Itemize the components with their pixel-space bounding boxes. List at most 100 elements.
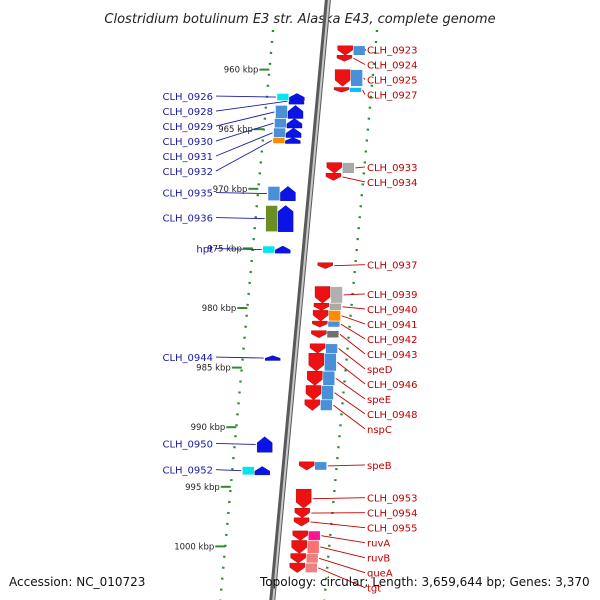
gene-label-clh-0940: CLH_0940 <box>367 305 418 316</box>
leader-line-clh-0942 <box>340 323 366 340</box>
gene-label-clh-0924: CLH_0924 <box>367 61 418 72</box>
cog-block-sped <box>325 343 338 354</box>
scale-ticks: 960 kbp 965 kbp 970 kbp 975 kbp 980 kbp 985 k… <box>174 29 379 600</box>
gene-label-sped: speD <box>367 365 393 376</box>
gene-label-clh-0955: CLH_0955 <box>367 524 418 535</box>
gene-label-nspc: nspC <box>367 425 392 436</box>
leader-line-clh-0930 <box>215 122 274 142</box>
leader-line-clh-0937 <box>334 264 366 267</box>
leader-line-clh-0925 <box>363 77 366 80</box>
cog-block-clh-0926 <box>276 93 290 101</box>
gene-label-clh-0929: CLH_0929 <box>162 122 213 133</box>
leader-line-tgt <box>318 567 366 589</box>
leader-line-clh-0941 <box>341 315 366 325</box>
leader-line-clh-0933 <box>355 166 366 169</box>
gene-arrow-clh-0939 <box>314 286 331 304</box>
gene-label-clh-0931: CLH_0931 <box>162 152 213 163</box>
accession-text: Accession: NC_010723 <box>9 575 145 589</box>
genome-backbone <box>269 0 331 600</box>
cog-block-quea <box>305 553 319 564</box>
cog-block-clh-0936 <box>265 205 278 233</box>
gene-label-clh-0943: CLH_0943 <box>367 350 418 361</box>
gene-label-ruva: ruvA <box>367 539 390 550</box>
gene-arrow-clh-0934 <box>325 173 342 181</box>
gene-arrow-clh-0933 <box>326 162 343 174</box>
leader-line-clh-0936 <box>215 217 265 220</box>
label-leaders <box>215 49 367 589</box>
scale-tick-label: 985 kbp <box>196 364 231 374</box>
gene-arrow-clh-0952 <box>254 466 270 476</box>
gene-label-clh-0935: CLH_0935 <box>162 189 213 200</box>
tick-rail-right <box>323 29 379 600</box>
gene-arrow-clh-0948 <box>305 385 322 401</box>
scale-tick-label: 1000 kbp <box>174 542 214 552</box>
gene-arrow-clh-0935 <box>280 186 296 201</box>
cog-block-clh-0932 <box>272 137 286 144</box>
leader-line-clh-0944 <box>215 356 264 359</box>
leader-line-clh-0950 <box>215 443 256 445</box>
leader-line-clh-0924 <box>353 57 366 65</box>
gene-label-clh-0946: CLH_0946 <box>367 380 418 391</box>
leader-line-clh-0943 <box>339 333 366 355</box>
gene-arrow-clh-0925 <box>334 69 351 87</box>
scale-tick-label: 975 kbp <box>207 244 242 254</box>
gene-label-clh-0925: CLH_0925 <box>367 76 418 87</box>
leader-line-quea <box>319 557 366 574</box>
cog-block-clh-0946 <box>324 352 337 372</box>
leader-line-clh-0939 <box>343 293 366 296</box>
cog-block-clh-0933 <box>342 162 355 174</box>
leader-line-ruva <box>321 535 366 544</box>
cog-block-clh-0948 <box>321 385 334 401</box>
cog-block-clh-0952 <box>241 466 255 476</box>
cog-block-clh-0942 <box>327 320 341 328</box>
gene-label-clh-0950: CLH_0950 <box>162 439 213 450</box>
leader-line-ruvb <box>320 546 366 559</box>
gene-label-clh-0948: CLH_0948 <box>367 410 418 421</box>
gene-arrow-nspc <box>304 399 321 411</box>
leader-line-clh-0946 <box>337 361 366 385</box>
gene-arrow-speb <box>299 461 315 471</box>
backbone-highlight <box>272 0 330 600</box>
leader-line-clh-0932 <box>215 140 273 172</box>
cog-blocks <box>241 45 366 573</box>
cog-block-tgt <box>304 562 318 573</box>
gene-arrow-hpt <box>275 245 291 254</box>
gene-arrow-clh-0931 <box>285 127 302 138</box>
cog-block-clh-0939 <box>330 286 343 304</box>
leader-line-clh-0934 <box>342 176 366 183</box>
cog-block-clh-0927 <box>349 87 362 93</box>
leader-line-clh-0926 <box>215 95 276 98</box>
gene-arrow-spee <box>307 370 323 386</box>
gene-label-clh-0952: CLH_0952 <box>162 466 213 477</box>
gene-labels: CLH_0926 CLH_0928 CLH_0929 CLH_0930 CLH_0931… <box>162 46 417 595</box>
cog-block-ruva <box>307 530 321 541</box>
cog-block-clh-0943 <box>326 330 340 339</box>
gene-arrow-clh-0941 <box>312 310 329 322</box>
gene-label-ruvb: ruvB <box>367 554 390 565</box>
cog-block-clh-0941 <box>328 310 341 322</box>
cog-block-hpt <box>262 245 276 254</box>
gene-arrow-clh-0943 <box>311 330 327 339</box>
leader-line-sped <box>338 348 366 370</box>
cog-block-speb <box>314 461 328 471</box>
gene-arrow-clh-0923 <box>337 45 353 56</box>
gene-label-clh-0934: CLH_0934 <box>367 178 418 189</box>
gene-arrow-clh-0932 <box>285 137 301 144</box>
leader-line-hpt <box>215 248 262 251</box>
map-title: Clostridium botulinum E3 str. Alaska E43… <box>104 12 495 27</box>
gene-label-clh-0953: CLH_0953 <box>367 494 418 505</box>
leader-line-clh-0927 <box>362 89 366 95</box>
leader-line-clh-0953 <box>312 497 366 500</box>
gene-label-clh-0923: CLH_0923 <box>367 46 418 57</box>
cog-block-ruvb <box>306 540 320 554</box>
gene-arrow-clh-0946 <box>308 353 325 372</box>
gene-arrow-clh-0937 <box>317 262 333 269</box>
leader-line-spee <box>335 377 366 400</box>
gene-arrow-clh-0950 <box>256 436 273 453</box>
genome-stats-text: Topology: circular; Length: 3,659,644 bp… <box>259 575 590 589</box>
gene-label-clh-0939: CLH_0939 <box>367 290 418 301</box>
scale-tick-label: 960 kbp <box>224 66 259 76</box>
scale-tick-label: 995 kbp <box>185 483 220 493</box>
leader-line-nspc <box>333 404 366 430</box>
